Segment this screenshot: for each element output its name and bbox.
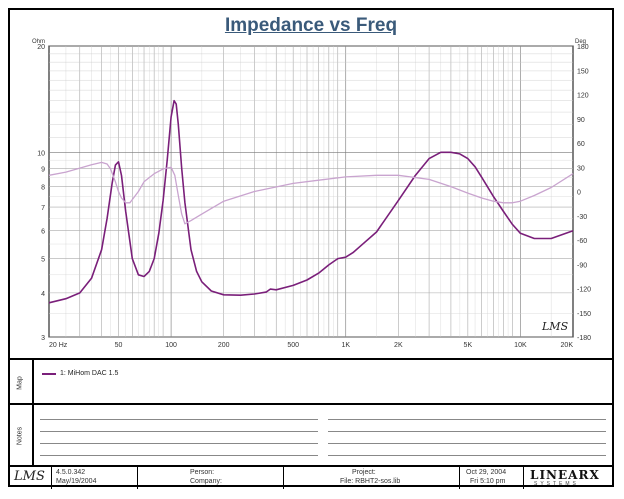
grid [48,45,574,338]
notes-panel: Notes [8,403,614,467]
x-tick-label: 2K [394,342,403,349]
map-side-label: Map [8,360,34,405]
x-tick-label: 1K [341,342,350,349]
lms-watermark: LMS [541,320,569,333]
x-tick-label: 20 Hz [49,342,68,349]
map-panel: Map 1: MiHom DAC 1.5 [8,358,614,405]
y2-tick-label: 0 [577,190,581,197]
y2-tick-label: -30 [577,214,587,221]
x-tick-label: 5K [464,342,473,349]
note-line [40,431,318,432]
series-group [48,99,574,304]
y-tick-label: 20 [37,44,45,51]
note-line [40,455,318,456]
company-label: Company: [190,478,222,485]
notes-side-label: Notes [8,405,34,467]
y-tick-label: 4 [41,291,45,298]
y2-tick-label: 30 [577,165,585,172]
y2-tick-label: -150 [577,311,591,318]
y-tick-label: 7 [41,205,45,212]
note-line [328,419,606,420]
y2-tick-label: 60 [577,141,585,148]
y-axis-unit: Ohm [32,39,45,45]
y-tick-label: 8 [41,185,45,192]
note-line [328,431,606,432]
note-line [40,443,318,444]
footer: LMS 4.5.0.342 May/19/2004 Person: Compan… [8,465,614,489]
person-label: Person: [190,469,215,476]
y-tick-label: 6 [41,229,45,236]
lms-logo: LMS [14,469,45,484]
x-tick-label: 500 [287,342,299,349]
title-area: Impedance vs Freq [8,8,614,48]
x-tick-label: 100 [165,342,177,349]
impedance-line [48,99,574,304]
linearx-logo: LINEARX [530,468,600,482]
footer-version-cell: 4.5.0.342 May/19/2004 [52,467,138,489]
plot-area [48,45,574,338]
y2-tick-label: 90 [577,117,585,124]
y2-tick-label: -180 [577,335,591,342]
y2-tick-label: -60 [577,238,587,245]
linearx-sub: SYSTEMS [534,481,579,487]
version: 4.5.0.342 [56,469,86,476]
footer-brand-cell: LINEARX SYSTEMS [524,467,614,489]
y2-axis-unit: Deg [575,39,586,45]
file-label: File: RBHT2-sos.lib [340,478,401,485]
legend-entry: 1: MiHom DAC 1.5 [60,370,119,377]
phase-line [48,161,574,225]
y2-tick-label: -90 [577,262,587,269]
x-tick-label: 10K [514,342,527,349]
footer-person-cell: Person: Company: [138,467,284,489]
footer-time: Fri 5:10 pm [470,478,506,485]
y-tick-label: 10 [37,150,45,157]
y-tick-label: 9 [41,166,45,173]
footer-project-cell: Project: File: RBHT2-sos.lib [284,467,460,489]
note-line [328,443,606,444]
y2-tick-label: 150 [577,68,589,75]
y2-tick-label: 180 [577,44,589,51]
project-label: Project: [352,469,376,476]
y2-tick-label: -120 [577,287,591,294]
note-line [40,419,318,420]
y-tick-label: 5 [41,257,45,264]
footer-logo-cell: LMS [8,467,52,489]
note-line [328,455,606,456]
chart-title: Impedance vs Freq [224,15,398,36]
footer-date-cell: Oct 29, 2004 Fri 5:10 pm [460,467,524,489]
x-tick-label: 200 [218,342,230,349]
version-date: May/19/2004 [56,478,97,485]
legend: 1: MiHom DAC 1.5 [42,370,118,377]
y2-tick-label: 120 [577,93,589,100]
x-tick-label: 50 [115,342,123,349]
legend-swatch [42,372,56,375]
footer-date: Oct 29, 2004 [466,469,507,476]
y-tick-label: 3 [41,335,45,342]
x-tick-label: 20K [561,342,574,349]
